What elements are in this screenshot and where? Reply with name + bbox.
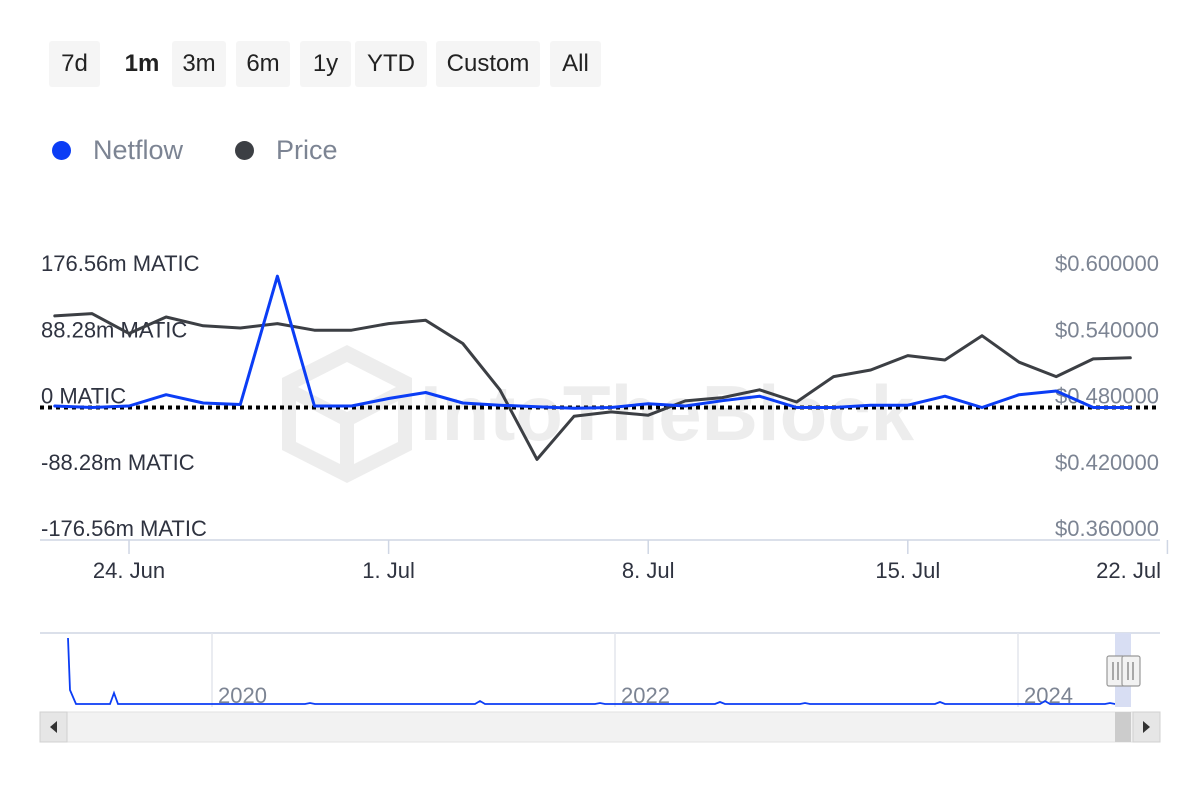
x-tick-label: 24. Jun [93, 558, 165, 583]
data-point-price[interactable] [88, 310, 96, 318]
x-tick-label: 15. Jul [875, 558, 940, 583]
data-point-price[interactable] [1089, 355, 1097, 363]
data-point-netflow[interactable] [348, 402, 356, 410]
data-point-netflow[interactable] [1089, 404, 1097, 412]
y-right-tick-label: $0.600000 [1055, 251, 1159, 276]
watermark-cube-icon [282, 345, 412, 483]
data-point-price[interactable] [459, 339, 467, 347]
range-6m-button[interactable]: 6m [236, 41, 290, 87]
data-point-price[interactable] [644, 411, 652, 419]
data-point-price[interactable] [570, 412, 578, 420]
data-point-price[interactable] [199, 322, 207, 330]
data-point-price[interactable] [273, 320, 281, 328]
watermark-logo: IntoTheBlock [282, 345, 915, 483]
data-point-price[interactable] [348, 326, 356, 334]
x-tick-label: 8. Jul [622, 558, 675, 583]
data-point-netflow[interactable] [607, 404, 615, 412]
data-point-netflow[interactable] [867, 401, 875, 409]
data-point-price[interactable] [830, 373, 838, 381]
data-point-netflow[interactable] [459, 399, 467, 407]
data-point-price[interactable] [162, 313, 170, 321]
data-point-netflow[interactable] [755, 392, 763, 400]
data-point-netflow[interactable] [941, 392, 949, 400]
navigator-scrollbar-track[interactable] [39, 711, 1161, 743]
data-point-netflow[interactable] [385, 394, 393, 402]
legend-label-netflow: Netflow [93, 134, 184, 165]
y-right-tick-label: $0.420000 [1055, 450, 1159, 475]
watermark-text: IntoTheBlock [420, 369, 915, 457]
legend-item-netflow[interactable]: Netflow [52, 130, 183, 170]
legend-label-price: Price [276, 134, 338, 165]
data-point-price[interactable] [51, 312, 59, 320]
y-left-tick-label: 176.56m MATIC [41, 251, 200, 276]
y-right-tick-label: $0.360000 [1055, 516, 1159, 541]
data-point-price[interactable] [385, 320, 393, 328]
series-line-netflow [53, 274, 1132, 410]
data-point-price[interactable] [125, 330, 133, 338]
data-point-netflow[interactable] [422, 388, 430, 396]
range-1m-button[interactable]: 1m [113, 41, 171, 87]
navigator-series-line [67, 637, 1125, 705]
data-point-price[interactable] [941, 356, 949, 364]
data-point-netflow[interactable] [644, 400, 652, 408]
navigator-drag-handle[interactable] [1106, 655, 1141, 687]
y-left-tick-label: 0 MATIC [41, 384, 126, 409]
data-point-netflow[interactable] [793, 404, 801, 412]
data-point-price[interactable] [1126, 354, 1134, 362]
data-point-netflow[interactable] [1126, 404, 1134, 412]
y-right-tick-label: $0.480000 [1055, 384, 1159, 409]
data-point-netflow[interactable] [1015, 391, 1023, 399]
data-point-netflow[interactable] [310, 402, 318, 410]
range-custom-button[interactable]: Custom [436, 41, 540, 87]
data-point-netflow[interactable] [570, 404, 578, 412]
data-point-netflow[interactable] [125, 402, 133, 410]
data-point-price[interactable] [533, 455, 541, 463]
data-point-netflow[interactable] [162, 391, 170, 399]
navigator-handle-right[interactable] [1121, 655, 1141, 687]
data-point-netflow[interactable] [236, 400, 244, 408]
data-point-netflow[interactable] [830, 404, 838, 412]
data-point-netflow[interactable] [273, 272, 281, 280]
range-all-button[interactable]: All [550, 41, 601, 87]
data-point-netflow[interactable] [1052, 387, 1060, 395]
data-point-price[interactable] [978, 332, 986, 340]
data-point-netflow[interactable] [978, 404, 986, 412]
range-7d-button[interactable]: 7d [49, 41, 100, 87]
scroll-left-arrow-icon [50, 721, 57, 733]
data-point-netflow[interactable] [88, 404, 96, 412]
data-point-price[interactable] [1052, 373, 1060, 381]
data-point-netflow[interactable] [496, 401, 504, 409]
netflow-dot-icon [52, 140, 71, 160]
data-point-netflow[interactable] [199, 399, 207, 407]
range-3m-button[interactable]: 3m [172, 41, 226, 87]
y-left-tick-label: -88.28m MATIC [41, 450, 195, 475]
y-left-tick-label: 88.28m MATIC [41, 317, 187, 342]
data-point-price[interactable] [310, 326, 318, 334]
data-point-price[interactable] [1015, 358, 1023, 366]
range-ytd-button[interactable]: YTD [355, 41, 427, 87]
chart-navigator[interactable]: 2020 2022 2024 [39, 632, 1161, 743]
data-point-price[interactable] [867, 366, 875, 374]
price-dot-icon [235, 140, 254, 160]
data-point-price[interactable] [422, 316, 430, 324]
data-point-netflow[interactable] [718, 397, 726, 405]
data-point-price[interactable] [904, 352, 912, 360]
data-point-netflow[interactable] [51, 402, 59, 410]
scroll-right-arrow-icon [1143, 721, 1150, 733]
legend-item-price[interactable]: Price [235, 130, 338, 170]
y-left-tick-label: -176.56m MATIC [41, 516, 207, 541]
data-point-netflow[interactable] [533, 403, 541, 411]
navigator-scrollbar-thumb[interactable] [1115, 712, 1131, 742]
data-point-price[interactable] [236, 324, 244, 332]
x-tick-label: 1. Jul [362, 558, 415, 583]
data-point-price[interactable] [496, 386, 504, 394]
y-right-tick-label: $0.540000 [1055, 317, 1159, 342]
data-point-netflow[interactable] [681, 402, 689, 410]
series-line-price [53, 312, 1132, 461]
x-tick-label: 22. Jul [1096, 558, 1161, 583]
data-point-netflow[interactable] [904, 401, 912, 409]
range-1y-button[interactable]: 1y [300, 41, 351, 87]
